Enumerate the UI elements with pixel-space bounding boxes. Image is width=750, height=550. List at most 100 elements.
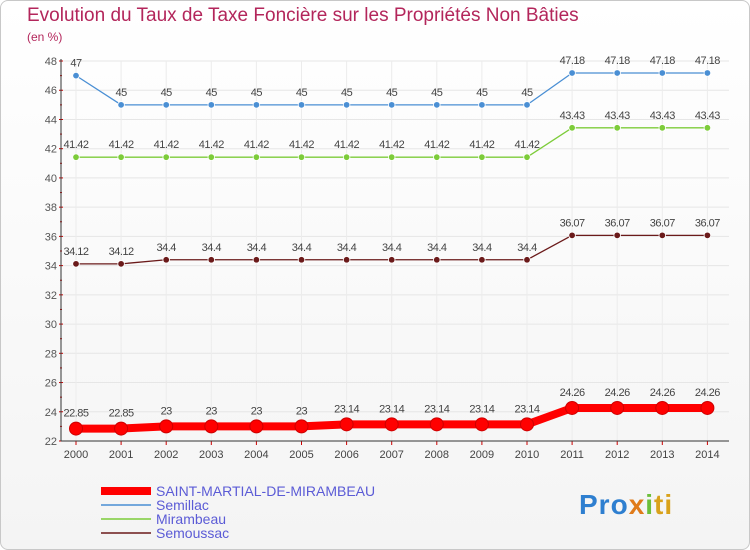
data-label: 45 xyxy=(386,87,398,99)
data-point xyxy=(523,256,531,264)
data-point xyxy=(252,153,261,161)
data-point xyxy=(520,417,534,432)
data-point xyxy=(433,256,441,264)
data-label: 24.26 xyxy=(560,387,585,399)
data-label: 45 xyxy=(161,87,173,99)
data-label: 45 xyxy=(431,87,443,99)
y-tick-label: 32 xyxy=(45,290,57,302)
data-label: 34.12 xyxy=(109,246,134,258)
data-point xyxy=(297,256,306,264)
data-point xyxy=(207,101,215,109)
data-label: 43.43 xyxy=(560,110,585,122)
data-point xyxy=(478,101,486,109)
data-point xyxy=(474,417,489,432)
data-point xyxy=(655,400,670,415)
data-point xyxy=(433,101,441,109)
data-point xyxy=(117,153,125,161)
data-point xyxy=(72,153,80,161)
x-tick-label: 2000 xyxy=(64,449,88,461)
data-label: 23.14 xyxy=(469,403,494,415)
data-point xyxy=(703,69,712,77)
y-tick-label: 40 xyxy=(45,173,57,185)
x-tick-label: 2013 xyxy=(650,449,674,461)
data-label: 23 xyxy=(251,405,263,417)
data-label: 41.42 xyxy=(199,139,224,151)
data-label: 23 xyxy=(296,405,308,417)
data-label: 23 xyxy=(161,405,173,417)
data-point xyxy=(294,419,309,434)
data-label: 47.18 xyxy=(605,55,630,67)
data-label: 43.43 xyxy=(650,110,675,122)
x-tick-label: 2007 xyxy=(379,449,403,461)
y-tick-label: 42 xyxy=(45,144,57,156)
y-tick-label: 48 xyxy=(45,56,57,68)
legend-label: Semillac xyxy=(156,497,209,513)
data-point xyxy=(117,260,125,268)
data-label: 22.85 xyxy=(109,408,134,420)
data-point xyxy=(568,124,576,132)
data-label: 23 xyxy=(206,405,218,417)
data-label: 34.4 xyxy=(337,242,357,254)
data-label: 23.14 xyxy=(334,403,359,415)
data-point xyxy=(658,69,666,77)
data-point xyxy=(388,153,396,161)
data-point xyxy=(568,231,576,240)
x-tick-label: 2004 xyxy=(244,449,268,461)
data-label: 23.14 xyxy=(379,403,404,415)
data-label: 41.42 xyxy=(514,139,539,151)
data-point xyxy=(252,256,261,264)
data-label: 47.18 xyxy=(650,55,675,67)
data-point xyxy=(207,256,215,264)
data-point xyxy=(565,400,580,415)
data-point xyxy=(610,400,625,415)
data-point xyxy=(613,231,621,240)
data-label: 36.07 xyxy=(695,217,720,229)
data-point xyxy=(433,153,441,161)
data-point xyxy=(204,419,219,434)
x-tick-label: 2011 xyxy=(560,449,584,461)
data-label: 24.26 xyxy=(695,387,720,399)
data-label: 41.42 xyxy=(379,139,404,151)
data-label: 34.4 xyxy=(156,242,176,254)
data-label: 41.42 xyxy=(244,139,269,151)
data-label: 41.42 xyxy=(289,139,314,151)
data-point xyxy=(72,71,80,80)
data-label: 24.26 xyxy=(605,387,630,399)
data-label: 45 xyxy=(251,87,263,99)
data-label: 34.4 xyxy=(472,242,492,254)
data-point xyxy=(159,419,174,434)
data-point xyxy=(613,124,621,132)
y-tick-label: 22 xyxy=(45,436,57,448)
data-label: 41.42 xyxy=(109,139,134,151)
legend-label: Semoussac xyxy=(156,525,229,541)
data-label: 23.14 xyxy=(424,403,449,415)
y-tick-label: 34 xyxy=(45,261,57,273)
data-point xyxy=(703,231,712,240)
data-label: 36.07 xyxy=(605,217,630,229)
data-label: 45 xyxy=(341,87,353,99)
data-point xyxy=(297,101,306,109)
data-label: 43.43 xyxy=(695,110,720,122)
legend-label: Mirambeau xyxy=(156,511,226,527)
data-point xyxy=(703,124,712,132)
data-point xyxy=(72,260,80,268)
data-point xyxy=(342,256,351,264)
data-label: 22.85 xyxy=(63,408,88,420)
data-point xyxy=(117,101,125,109)
data-label: 36.07 xyxy=(560,217,585,229)
data-point xyxy=(388,101,396,109)
data-point xyxy=(297,153,306,161)
y-tick-label: 30 xyxy=(45,319,57,331)
data-point xyxy=(384,417,399,432)
data-point xyxy=(429,417,444,432)
x-tick-label: 2001 xyxy=(109,449,133,461)
data-label: 36.07 xyxy=(650,217,675,229)
data-point xyxy=(523,101,531,109)
chart-title: Evolution du Taux de Taxe Foncière sur l… xyxy=(27,5,579,26)
data-label: 41.42 xyxy=(424,139,449,151)
data-point xyxy=(207,153,215,161)
data-point xyxy=(478,256,486,264)
data-point xyxy=(252,101,261,109)
y-tick-label: 44 xyxy=(45,114,57,126)
data-label: 45 xyxy=(296,87,308,99)
